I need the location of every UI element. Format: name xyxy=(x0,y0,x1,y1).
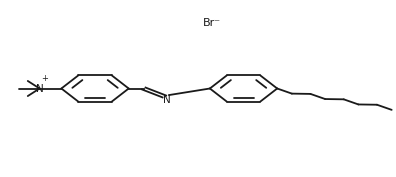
Text: N: N xyxy=(163,95,171,105)
Text: Br⁻: Br⁻ xyxy=(203,18,221,28)
Text: +: + xyxy=(41,74,48,83)
Text: N: N xyxy=(36,84,44,93)
